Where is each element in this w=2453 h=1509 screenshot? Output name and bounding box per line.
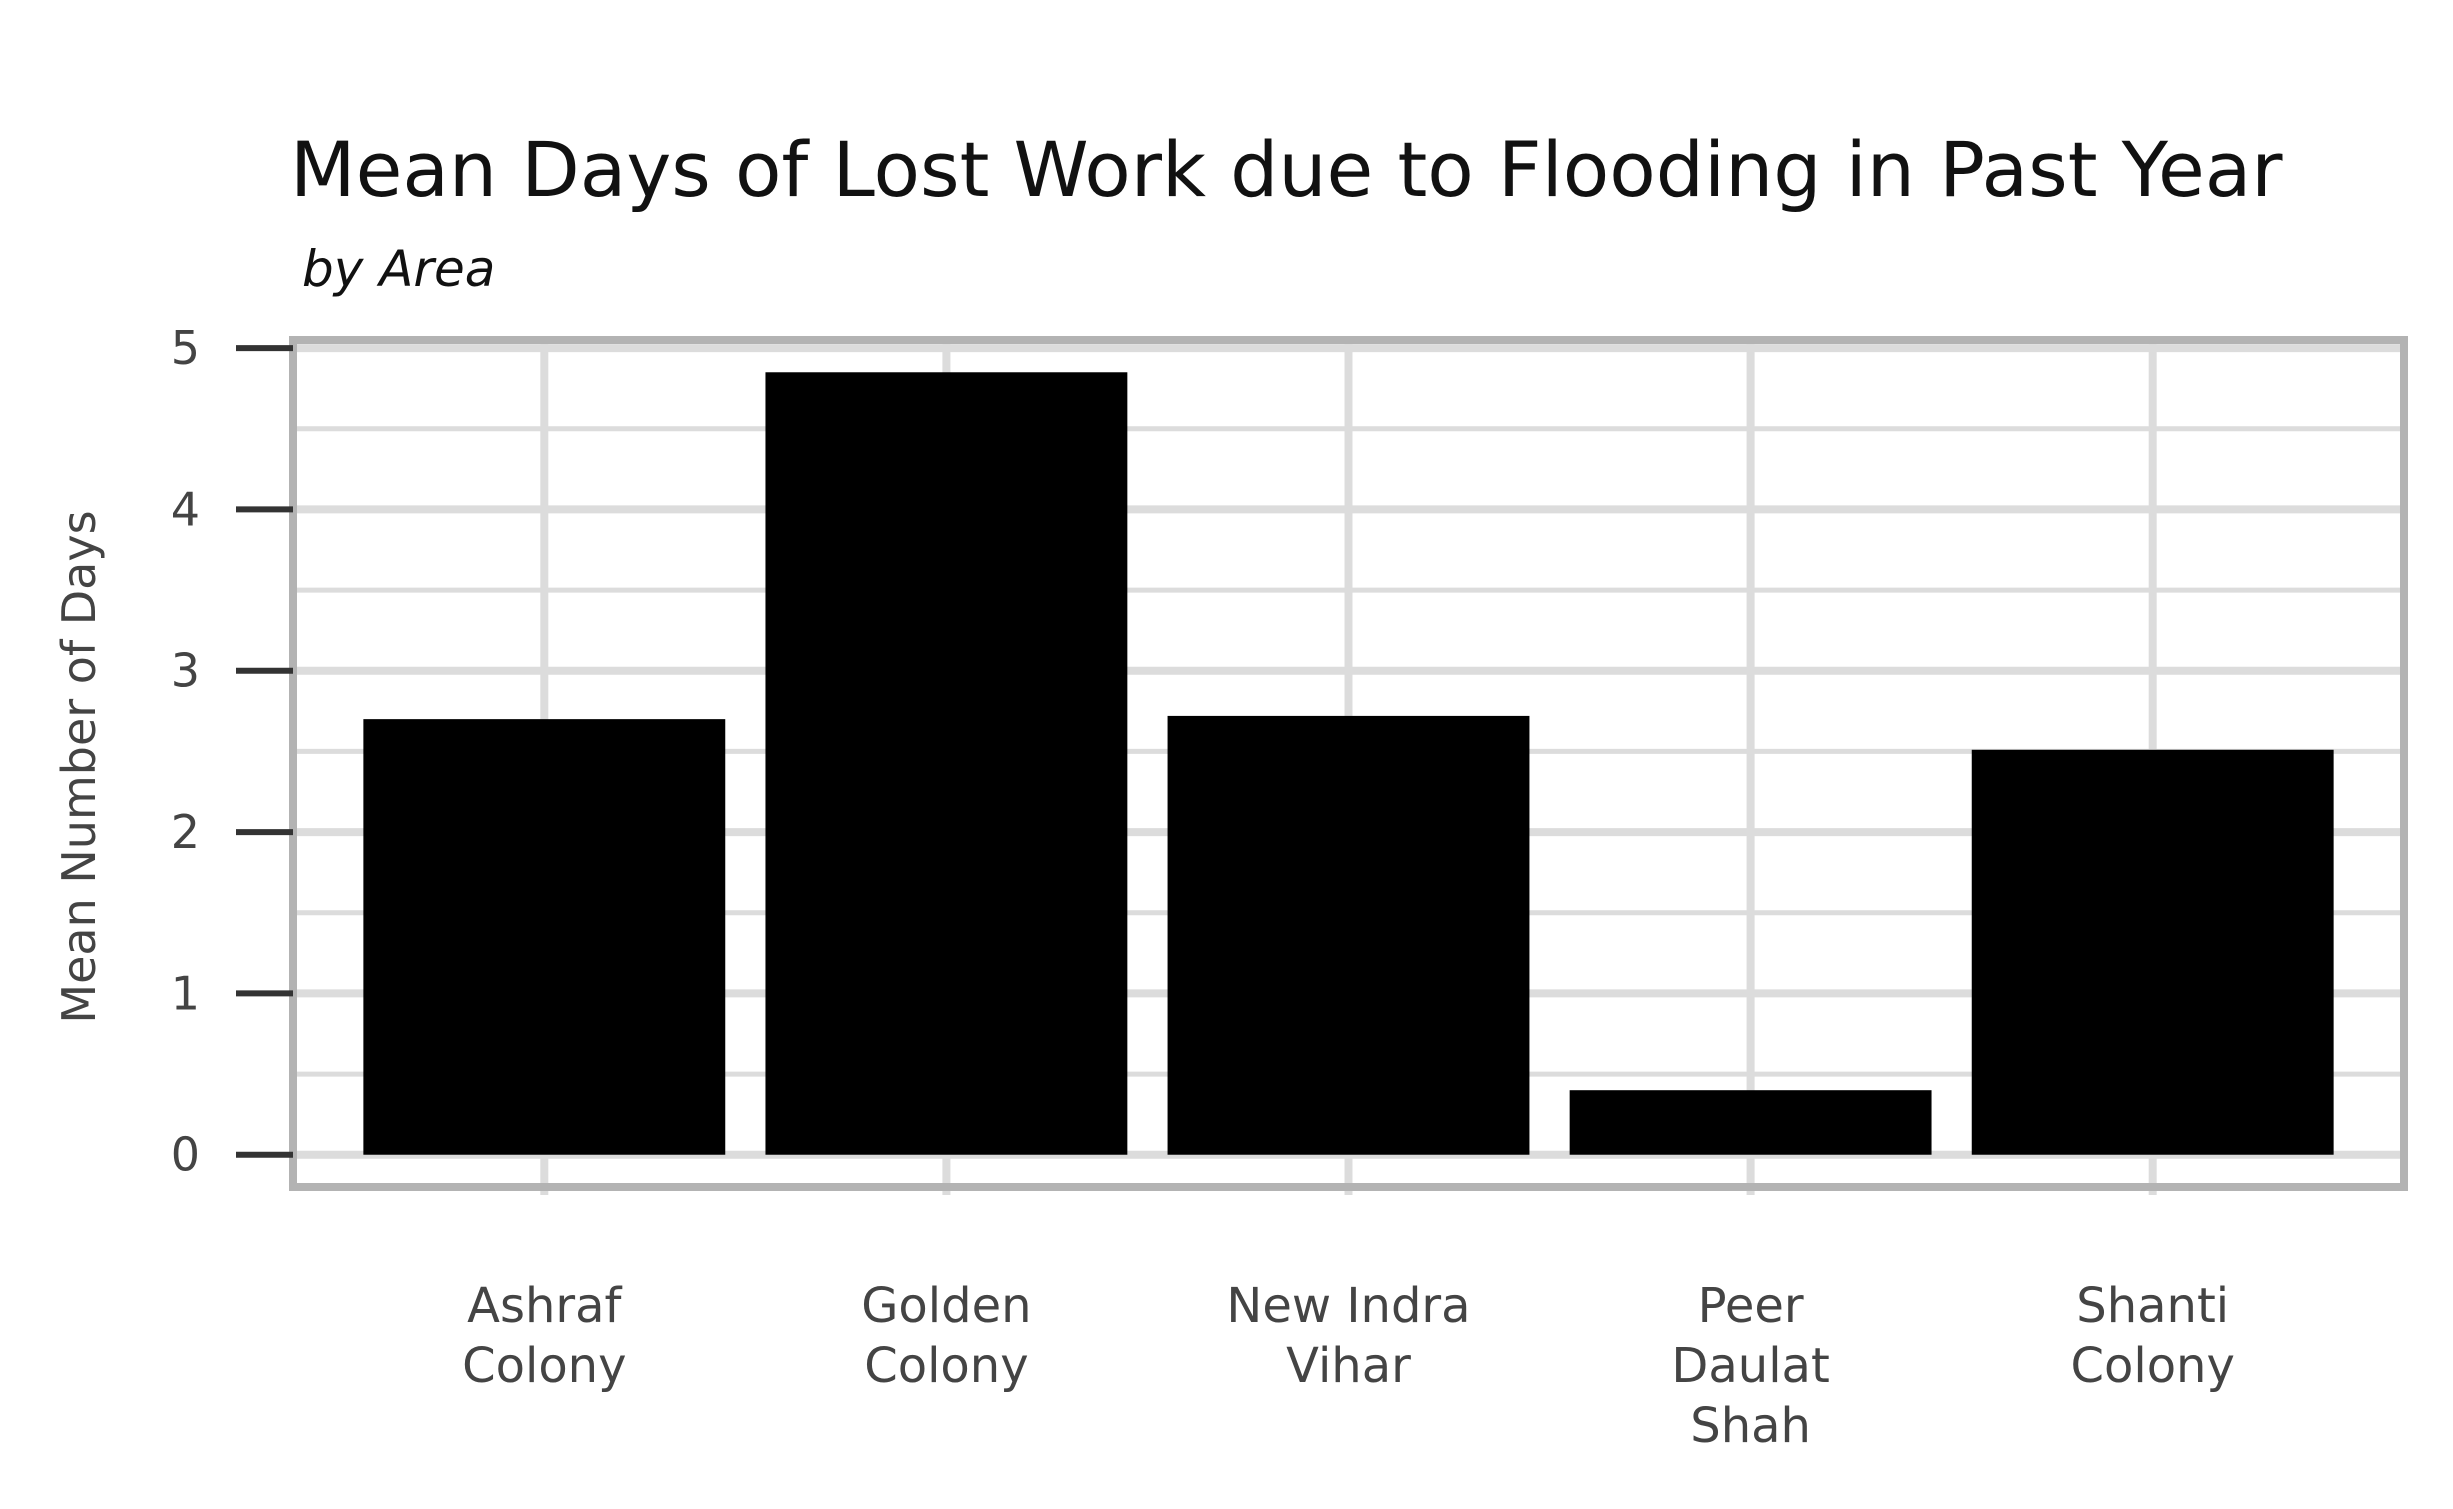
x-tick-label-line: Colony <box>462 1338 626 1394</box>
x-tick-label-line: Colony <box>2070 1338 2234 1394</box>
x-tick-label-line: Shanti <box>2076 1278 2229 1334</box>
y-axis: 0 1 2 3 4 5 <box>171 321 293 1182</box>
panel-border <box>289 336 2408 1191</box>
x-tick-label-line: Colony <box>864 1338 1028 1394</box>
x-tick-label: Golden Colony <box>861 1278 1031 1394</box>
x-tick-label: New Indra Vihar <box>1226 1278 1470 1394</box>
bar <box>1971 749 2334 1155</box>
y-tick-label: 0 <box>171 1128 200 1182</box>
bar <box>765 372 1128 1155</box>
bar <box>1167 715 1530 1155</box>
x-tick-label-line: Peer <box>1698 1278 1804 1334</box>
y-tick-label: 4 <box>171 482 200 536</box>
y-tick-label: 3 <box>171 644 200 698</box>
x-tick-label-line: New Indra <box>1226 1278 1470 1334</box>
x-tick-label-line: Ashraf <box>467 1278 622 1334</box>
chart-title: Mean Days of Lost Work due to Flooding i… <box>290 125 2283 214</box>
y-tick-label: 5 <box>171 321 200 375</box>
y-axis-label: Mean Number of Days <box>52 510 106 1023</box>
y-tick-label: 2 <box>171 805 200 859</box>
x-tick-label-line: Golden <box>861 1278 1031 1334</box>
x-tick-label-line: Shah <box>1690 1398 1811 1454</box>
bars <box>363 372 2334 1155</box>
x-tick-label: Shanti Colony <box>2070 1278 2234 1394</box>
bar <box>363 719 726 1155</box>
y-tick-label: 1 <box>171 966 200 1020</box>
x-tick-label: Peer Daulat Shah <box>1671 1278 1829 1454</box>
x-tick-label-line: Daulat <box>1671 1338 1829 1394</box>
panel-frame <box>289 336 2408 1191</box>
chart-subtitle: by Area <box>302 240 496 298</box>
x-tick-label: Ashraf Colony <box>462 1278 626 1394</box>
bar <box>1569 1090 1932 1155</box>
x-tick-label-line: Vihar <box>1286 1338 1411 1394</box>
